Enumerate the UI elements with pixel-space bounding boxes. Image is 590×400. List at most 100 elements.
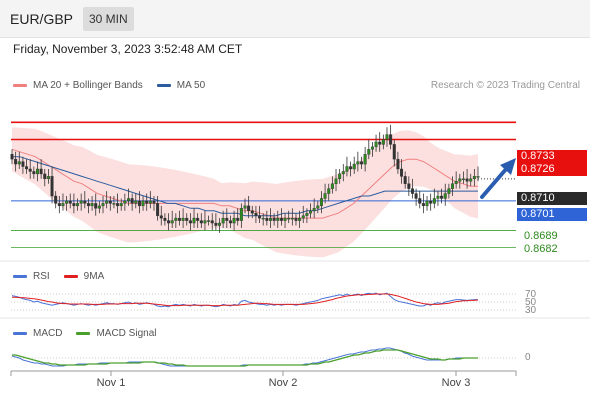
candle: [199, 213, 203, 228]
rsi-legend-label: RSI: [33, 271, 50, 282]
candle: [236, 208, 240, 226]
candle: [436, 191, 440, 206]
candles: [10, 124, 480, 233]
candle: [137, 191, 141, 214]
candle: [421, 193, 425, 214]
rsi-level-30: 30: [525, 305, 537, 316]
candle: [360, 156, 364, 169]
candle: [396, 151, 400, 174]
candle: [356, 151, 360, 172]
forecast-arrow: [480, 158, 516, 199]
candle: [283, 213, 287, 228]
candle: [461, 171, 465, 184]
candle: [43, 168, 47, 187]
candle: [61, 193, 65, 211]
candle: [112, 196, 116, 209]
candle: [79, 193, 83, 211]
candle: [451, 176, 455, 197]
candle: [177, 210, 181, 226]
candle: [10, 149, 14, 165]
candle: [134, 193, 138, 209]
macd-signal-legend-label: MACD Signal: [96, 328, 157, 339]
candle: [265, 210, 269, 226]
candle: [192, 208, 196, 228]
candle: [196, 213, 200, 228]
macd-signal-line: [12, 349, 478, 367]
candle: [381, 134, 385, 150]
candle: [341, 164, 345, 182]
candle: [447, 183, 451, 199]
candle: [35, 161, 39, 182]
candle: [334, 168, 338, 192]
timeframe-selector[interactable]: 30 MIN: [83, 7, 134, 31]
candle: [258, 205, 262, 224]
support-1-label: 0.8689: [524, 230, 558, 242]
candle: [432, 188, 436, 209]
resistance-2-label: 0.8733: [517, 150, 587, 163]
candle: [28, 159, 32, 179]
candle: [65, 196, 69, 211]
candle: [309, 203, 313, 219]
candle: [108, 196, 112, 211]
candle: [148, 191, 152, 209]
macd-signal-legend-swatch: [76, 332, 91, 335]
candle: [145, 193, 149, 211]
candle: [440, 188, 444, 204]
candle: [94, 193, 98, 216]
candle: [221, 210, 225, 228]
support-2-label: 0.8682: [524, 243, 558, 255]
candle: [254, 205, 258, 224]
candle: [167, 213, 171, 231]
candle: [385, 127, 389, 147]
candle: [316, 200, 320, 214]
macd-level-0: 0: [525, 352, 531, 363]
ma50-legend-label: MA 50: [176, 80, 206, 91]
candle: [367, 139, 371, 160]
candle: [349, 161, 353, 177]
candle: [465, 168, 469, 189]
candle: [32, 166, 36, 179]
candle: [57, 196, 61, 214]
candle: [429, 193, 433, 211]
resistance-1-label: 0.8726: [517, 163, 587, 176]
macd-line: [11, 347, 478, 367]
candle: [214, 213, 218, 231]
candle: [443, 183, 447, 206]
candle: [119, 198, 123, 211]
rsi-legend-swatch: [13, 275, 27, 278]
candle: [76, 198, 80, 211]
candle: [410, 178, 414, 199]
candle: [319, 191, 323, 214]
candle: [185, 213, 189, 226]
candle: [116, 193, 120, 214]
rsi-ma-legend-swatch: [63, 275, 78, 278]
rsi-level-50: 50: [525, 297, 537, 308]
x-label-nov3: Nov 3: [441, 377, 471, 389]
candle: [312, 198, 316, 219]
header-bar: EUR/GBP 30 MIN: [0, 0, 590, 38]
candle: [407, 176, 411, 197]
candle: [301, 205, 305, 224]
candle: [469, 173, 473, 187]
candle: [418, 191, 422, 209]
attribution: Research © 2023 Trading Central: [430, 80, 580, 91]
candle: [181, 208, 185, 228]
candle: [101, 196, 105, 214]
candle: [228, 215, 232, 228]
candle: [268, 208, 272, 228]
candle: [86, 198, 90, 214]
candle: [210, 213, 214, 231]
candle: [225, 208, 229, 228]
last-price-label: 0.8710: [517, 192, 587, 205]
candle: [243, 198, 247, 214]
candle: [141, 196, 145, 211]
candle: [159, 205, 163, 226]
candle: [54, 191, 58, 209]
candle: [305, 208, 309, 224]
candle: [156, 196, 160, 221]
ma50-line: [12, 156, 478, 217]
candle: [414, 188, 418, 206]
macd-legend-swatch: [13, 332, 27, 335]
candle: [392, 139, 396, 167]
